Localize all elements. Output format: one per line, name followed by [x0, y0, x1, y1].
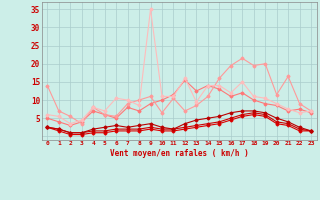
- X-axis label: Vent moyen/en rafales ( km/h ): Vent moyen/en rafales ( km/h ): [110, 149, 249, 158]
